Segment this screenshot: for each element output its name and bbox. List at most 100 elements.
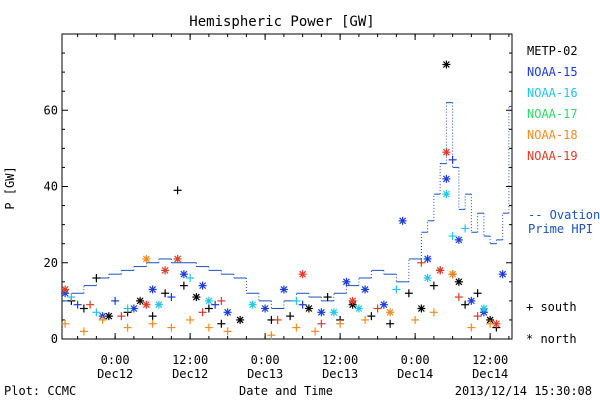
legend: METP-02 NOAA-15 NOAA-16 NOAA-17 NOAA-18 NOAA-… xyxy=(527,44,578,163)
data-point-noaa-18-south xyxy=(204,323,213,332)
legend-entry-noaa-19: NOAA-19 xyxy=(527,149,578,163)
data-point-noaa-15-south xyxy=(73,300,82,309)
data-point-noaa-19-north xyxy=(492,319,501,328)
data-point-noaa-18-south xyxy=(292,323,301,332)
ovation-legend-line1: -- Ovation xyxy=(528,208,600,222)
x-tick-label-time: 0:00 xyxy=(101,353,130,367)
data-point-noaa-19-south xyxy=(117,312,126,321)
data-point-noaa-15-south xyxy=(211,300,220,309)
data-point-metp-02-north xyxy=(417,304,426,313)
data-point-noaa-18-north xyxy=(386,308,395,317)
data-point-noaa-18-north xyxy=(448,270,457,279)
data-point-noaa-18-south xyxy=(467,323,476,332)
marker-legend-south: + south xyxy=(526,300,577,314)
y-tick-label: 0 xyxy=(51,332,58,346)
ovation-legend-line2: Prime HPI xyxy=(528,222,593,236)
ovation-hpi-line xyxy=(62,102,512,309)
data-point-noaa-19-south xyxy=(454,293,463,302)
data-point-noaa-19-south xyxy=(417,258,426,267)
data-point-noaa-15-north xyxy=(498,270,507,279)
x-tick-label-time: 12:00 xyxy=(472,353,508,367)
data-point-noaa-16-north xyxy=(479,304,488,313)
data-point-noaa-18-south xyxy=(361,315,370,324)
data-point-metp-02-south xyxy=(79,304,88,313)
data-point-metp-02-south xyxy=(204,304,213,313)
satellite-points xyxy=(61,60,507,340)
footer-plot-credit: Plot: CCMC xyxy=(4,384,76,398)
legend-entry-noaa-16: NOAA-16 xyxy=(527,86,578,100)
legend-entry-noaa-17: NOAA-17 xyxy=(527,107,578,121)
data-point-noaa-19-south xyxy=(86,300,95,309)
data-point-metp-02-south xyxy=(323,293,332,302)
x-axis-ticks: 0:00Dec1212:00Dec120:00Dec1312:00Dec130:… xyxy=(77,34,510,381)
y-tick-label: 40 xyxy=(44,180,58,194)
data-point-noaa-19-north xyxy=(348,296,357,305)
data-point-noaa-19-south xyxy=(198,308,207,317)
data-point-noaa-15-north xyxy=(454,235,463,244)
legend-entry-metp-02: METP-02 xyxy=(527,44,578,58)
x-tick-label-date: Dec14 xyxy=(397,367,433,381)
data-point-noaa-18-south xyxy=(79,327,88,336)
data-point-noaa-19-south xyxy=(217,296,226,305)
data-point-noaa-18-south xyxy=(148,319,157,328)
data-point-noaa-15-north xyxy=(442,174,451,183)
data-point-noaa-15-south xyxy=(298,300,307,309)
data-point-noaa-18-south xyxy=(123,323,132,332)
data-point-noaa-15-north xyxy=(317,308,326,317)
data-point-metp-02-south xyxy=(92,274,101,282)
data-point-noaa-19-north xyxy=(161,266,170,275)
data-point-noaa-16-north xyxy=(423,274,432,282)
x-tick-label-date: Dec13 xyxy=(247,367,283,381)
data-point-noaa-19-north xyxy=(436,266,445,275)
data-point-metp-02-south xyxy=(367,312,376,321)
data-point-noaa-18-south xyxy=(429,308,438,317)
data-point-metp-02-north xyxy=(304,304,313,313)
y-axis-ticks: 0 20 40 60 xyxy=(44,52,512,346)
x-tick-label-date: Dec14 xyxy=(472,367,508,381)
data-point-noaa-16-south xyxy=(461,224,470,233)
data-point-noaa-16-south xyxy=(92,308,101,317)
legend-entry-noaa-18: NOAA-18 xyxy=(527,128,578,142)
data-point-noaa-18-south xyxy=(267,331,276,340)
data-point-noaa-15-north xyxy=(342,277,351,286)
data-point-noaa-15-south xyxy=(448,155,457,164)
data-point-noaa-18-south xyxy=(98,315,107,324)
data-point-metp-02-north xyxy=(192,293,201,302)
data-point-noaa-15-north xyxy=(379,300,388,309)
data-point-noaa-18-south xyxy=(311,327,320,336)
data-point-metp-02-north xyxy=(236,315,245,324)
x-tick-label-time: 12:00 xyxy=(322,353,358,367)
data-point-metp-02-south xyxy=(173,186,182,195)
data-point-metp-02-south xyxy=(461,300,470,309)
data-point-noaa-19-south xyxy=(373,304,382,313)
data-point-metp-02-south xyxy=(386,319,395,328)
data-point-noaa-16-north xyxy=(354,304,363,313)
data-point-metp-02-south xyxy=(404,289,413,298)
data-point-noaa-19-north xyxy=(173,254,182,263)
data-point-metp-02-south xyxy=(148,312,157,321)
data-point-noaa-16-north xyxy=(248,300,257,309)
data-point-noaa-18-north xyxy=(142,254,151,263)
data-point-noaa-19-south xyxy=(273,315,282,324)
x-axis-label: Date and Time xyxy=(239,384,333,398)
data-point-noaa-16-south xyxy=(186,274,195,282)
data-point-noaa-16-south xyxy=(123,304,132,313)
data-point-noaa-15-north xyxy=(279,285,288,294)
data-point-noaa-16-south xyxy=(292,296,301,305)
x-tick-label-time: 12:00 xyxy=(172,353,208,367)
y-tick-label: 60 xyxy=(44,103,58,117)
ovation-legend: -- Ovation Prime HPI xyxy=(528,208,600,236)
data-point-metp-02-south xyxy=(161,289,170,298)
data-point-noaa-15-north xyxy=(361,285,370,294)
plot-frame xyxy=(61,33,513,340)
data-point-noaa-18-south xyxy=(411,315,420,324)
data-point-noaa-16-north xyxy=(204,296,213,305)
data-point-noaa-18-south xyxy=(186,315,195,324)
data-point-noaa-19-south xyxy=(317,319,326,328)
data-point-noaa-15-south xyxy=(167,293,176,302)
data-point-noaa-18-south xyxy=(167,323,176,332)
legend-entry-noaa-15: NOAA-15 xyxy=(527,65,578,79)
data-point-metp-02-south xyxy=(179,281,188,290)
x-tick-label-date: Dec12 xyxy=(97,367,133,381)
